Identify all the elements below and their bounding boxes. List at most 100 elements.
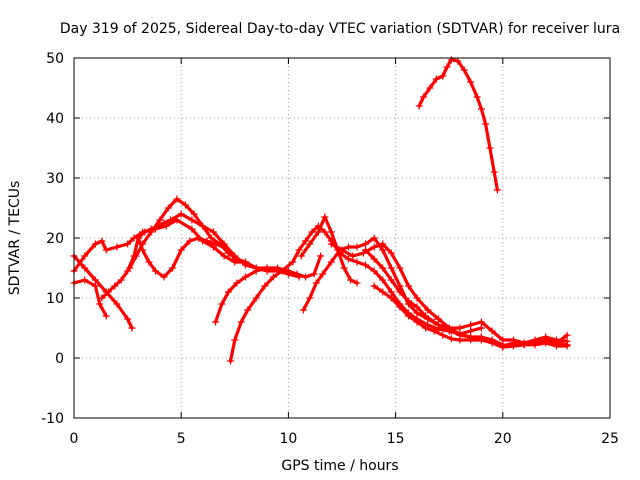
x-tick-label: 10 — [279, 431, 297, 447]
data-point — [261, 282, 269, 290]
data-point — [413, 309, 421, 317]
x-tick-label: 0 — [70, 431, 79, 447]
data-point — [132, 252, 140, 260]
data-point — [167, 216, 174, 224]
data-point — [124, 240, 132, 248]
data-point — [477, 336, 485, 344]
data-point — [353, 279, 361, 287]
data-point — [134, 234, 142, 242]
data-point — [424, 306, 432, 314]
data-point — [447, 335, 455, 343]
data-point — [405, 312, 412, 320]
data-point — [430, 318, 438, 326]
data-point — [177, 210, 185, 218]
data-series-track-b — [70, 216, 303, 281]
plot-frame — [73, 57, 611, 419]
data-point — [443, 63, 451, 71]
data-point — [415, 102, 423, 110]
data-point — [370, 267, 378, 275]
data-point — [482, 120, 490, 128]
data-point — [220, 243, 228, 251]
y-tick-label: 40 — [46, 111, 64, 127]
data-series-track-i — [297, 213, 361, 287]
data-point — [327, 240, 335, 248]
data-point — [126, 264, 134, 272]
data-point — [353, 243, 361, 251]
data-point — [96, 300, 104, 308]
data-point — [227, 357, 234, 365]
x-tick-label: 5 — [177, 431, 186, 447]
data-point — [499, 343, 507, 351]
data-point — [422, 324, 430, 332]
data-point — [467, 78, 475, 86]
data-point — [263, 264, 271, 272]
data-point — [493, 186, 501, 194]
grid-layer — [74, 58, 610, 418]
data-point — [396, 288, 404, 296]
data-point — [237, 318, 245, 326]
data-point — [306, 294, 314, 302]
data-point — [349, 252, 357, 260]
data-point — [370, 234, 378, 242]
data-point — [510, 342, 517, 350]
data-point — [190, 210, 198, 218]
data-point — [306, 240, 314, 248]
data-point — [379, 288, 387, 296]
data-point — [362, 246, 370, 254]
data-point — [321, 213, 329, 221]
data-point — [102, 246, 110, 254]
data-point — [252, 267, 260, 275]
data-point — [297, 252, 305, 260]
data-point — [387, 294, 395, 302]
data-point — [379, 246, 387, 254]
data-point — [396, 264, 404, 272]
data-point — [233, 279, 241, 287]
data-point — [203, 237, 211, 245]
data-point — [370, 282, 378, 290]
data-point — [432, 75, 440, 83]
data-point — [91, 240, 99, 248]
data-point — [194, 234, 202, 242]
data-point — [152, 267, 159, 275]
y-tick-label: 20 — [46, 231, 64, 247]
data-point — [310, 270, 318, 278]
data-point — [321, 228, 329, 236]
data-point — [520, 341, 528, 349]
data-point — [467, 327, 475, 335]
data-point — [156, 216, 164, 224]
data-point — [327, 258, 335, 266]
data-series-track-m — [370, 282, 571, 351]
data-point — [447, 56, 455, 64]
data-point — [278, 267, 286, 275]
data-point — [98, 237, 106, 245]
data-point — [244, 306, 252, 314]
data-point — [186, 237, 194, 245]
data-point — [124, 315, 132, 323]
data-point — [295, 246, 303, 254]
data-point — [488, 327, 496, 335]
data-point — [209, 228, 217, 236]
data-point — [188, 225, 196, 233]
data-point — [477, 324, 485, 332]
data-point — [338, 246, 346, 254]
data-point — [387, 249, 395, 257]
data-point — [379, 240, 387, 248]
data-point — [344, 243, 352, 251]
data-point — [405, 282, 412, 290]
data-point — [117, 276, 125, 284]
data-point — [111, 282, 119, 290]
data-point — [177, 246, 185, 254]
data-point — [91, 282, 99, 290]
data-point — [467, 321, 475, 329]
data-point — [370, 243, 378, 251]
data-point — [218, 300, 226, 308]
data-point — [229, 252, 237, 260]
data-point — [274, 264, 282, 272]
data-point — [387, 264, 395, 272]
data-series-track-e — [126, 195, 249, 272]
chart-title: Day 319 of 2025, Sidereal Day-to-day VTE… — [60, 21, 620, 37]
y-tick-label: 0 — [55, 351, 64, 367]
data-point — [460, 66, 468, 74]
data-point — [242, 258, 249, 266]
